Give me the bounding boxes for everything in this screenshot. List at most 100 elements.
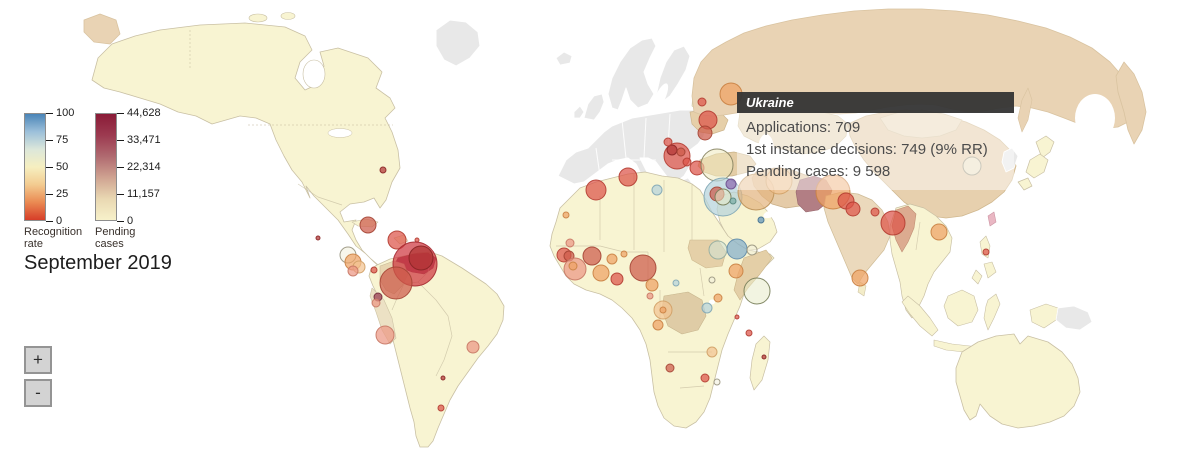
data-bubble[interactable] xyxy=(700,373,710,383)
data-bubble[interactable] xyxy=(347,265,359,277)
data-bubble[interactable] xyxy=(666,144,678,156)
data-bubble[interactable] xyxy=(765,167,793,195)
data-bubble[interactable] xyxy=(757,216,765,224)
data-bubble[interactable] xyxy=(672,279,680,287)
data-bubble[interactable] xyxy=(315,235,321,241)
data-bubble[interactable] xyxy=(466,340,480,354)
data-bubble[interactable] xyxy=(745,329,753,337)
data-bubble[interactable] xyxy=(982,248,990,256)
data-bubble[interactable] xyxy=(880,210,906,236)
data-bubble[interactable] xyxy=(606,253,618,265)
data-bubble[interactable] xyxy=(728,263,744,279)
country-uk[interactable] xyxy=(583,93,605,121)
country-korea[interactable] xyxy=(1001,147,1019,173)
island-borneo[interactable] xyxy=(943,289,979,327)
country-iceland[interactable] xyxy=(555,51,573,66)
data-bubble[interactable] xyxy=(701,302,713,314)
data-bubble[interactable] xyxy=(697,97,707,107)
region-kamchatka[interactable] xyxy=(1115,61,1147,145)
data-bubble[interactable] xyxy=(746,244,758,256)
bubbles-layer[interactable] xyxy=(315,82,990,412)
data-bubble[interactable] xyxy=(629,254,657,282)
data-bubble[interactable] xyxy=(408,245,434,271)
data-bubble[interactable] xyxy=(645,278,659,292)
country-australia[interactable] xyxy=(955,333,1081,429)
legend-tick: 100 xyxy=(46,107,74,119)
island-sulawesi[interactable] xyxy=(983,293,1001,331)
data-bubble[interactable] xyxy=(682,157,692,167)
data-bubble[interactable] xyxy=(734,314,740,320)
country-madagascar[interactable] xyxy=(749,335,771,391)
data-bubble[interactable] xyxy=(700,148,734,182)
data-bubble[interactable] xyxy=(379,166,387,174)
island-sumatra[interactable] xyxy=(901,295,939,337)
data-bubble[interactable] xyxy=(652,319,664,331)
data-bubble[interactable] xyxy=(713,293,723,303)
data-bubble[interactable] xyxy=(370,266,378,274)
data-bubble[interactable] xyxy=(845,201,861,217)
data-bubble[interactable] xyxy=(726,238,748,260)
data-bubble[interactable] xyxy=(659,306,667,314)
data-bubble[interactable] xyxy=(568,261,578,271)
country-japan-south[interactable] xyxy=(1017,177,1033,191)
data-bubble[interactable] xyxy=(725,178,737,190)
data-bubble[interactable] xyxy=(743,277,771,305)
data-bubble[interactable] xyxy=(610,272,624,286)
data-bubble[interactable] xyxy=(359,216,377,234)
zoom-out-button[interactable]: - xyxy=(24,379,52,407)
country-russia-chukotka[interactable] xyxy=(83,13,121,45)
data-bubble[interactable] xyxy=(697,125,713,141)
data-bubble[interactable] xyxy=(714,188,732,206)
data-bubble[interactable] xyxy=(371,298,381,308)
data-bubble[interactable] xyxy=(708,276,716,284)
data-bubble[interactable] xyxy=(379,266,413,300)
data-bubble[interactable] xyxy=(761,354,767,360)
country-taiwan[interactable] xyxy=(987,211,997,227)
legend-tick: 0 xyxy=(46,215,62,227)
tooltip-body: Applications: 709 1st instance decisions… xyxy=(737,113,1014,190)
data-bubble[interactable] xyxy=(387,230,407,250)
data-bubble[interactable] xyxy=(713,378,721,386)
data-bubble[interactable] xyxy=(375,325,395,345)
data-bubble[interactable] xyxy=(665,363,675,373)
recognition-rate-label: Recognition rate xyxy=(24,226,83,250)
data-bubble[interactable] xyxy=(930,223,948,241)
country-japan-main[interactable] xyxy=(1025,153,1049,179)
data-bubble[interactable] xyxy=(870,207,880,217)
region-scandinavia[interactable] xyxy=(607,37,657,111)
country-africa[interactable] xyxy=(549,171,775,429)
country-philippines-visayas[interactable] xyxy=(971,269,983,285)
data-bubble[interactable] xyxy=(618,167,638,187)
hudson-bay xyxy=(302,59,326,89)
data-bubble[interactable] xyxy=(729,197,737,205)
data-bubble[interactable] xyxy=(440,375,446,381)
data-bubble[interactable] xyxy=(437,404,445,412)
legend-recognition-rate: 100 75 50 25 0 Recognition rate xyxy=(24,107,98,250)
data-bubble[interactable] xyxy=(962,156,982,176)
data-bubble[interactable] xyxy=(592,264,610,282)
country-papua-new-guinea[interactable] xyxy=(1055,305,1093,331)
pending-cases-ticks: 44,628 33,471 22,314 11,157 0 xyxy=(117,107,169,227)
data-bubble[interactable] xyxy=(651,184,663,196)
country-ireland[interactable] xyxy=(573,105,585,119)
data-bubble[interactable] xyxy=(562,211,570,219)
data-bubble[interactable] xyxy=(620,250,628,258)
data-bubble[interactable] xyxy=(706,346,718,358)
zoom-in-button[interactable]: + xyxy=(24,346,52,374)
country-greenland[interactable] xyxy=(435,19,481,67)
data-bubble[interactable] xyxy=(851,269,869,287)
tooltip-country-name: Ukraine xyxy=(737,92,1014,113)
data-bubble[interactable] xyxy=(414,237,420,243)
data-bubble[interactable] xyxy=(676,147,686,157)
data-bubble[interactable] xyxy=(708,240,728,260)
data-bubble[interactable] xyxy=(585,179,607,201)
data-bubble[interactable] xyxy=(646,292,654,300)
data-bubble[interactable] xyxy=(565,238,575,248)
data-bubble[interactable] xyxy=(663,137,673,147)
tooltip-decisions: 1st instance decisions: 749 (9% RR) xyxy=(746,141,988,158)
country-philippines-mindanao[interactable] xyxy=(983,261,997,279)
data-bubble[interactable] xyxy=(582,246,602,266)
country-north-america[interactable] xyxy=(91,22,401,270)
